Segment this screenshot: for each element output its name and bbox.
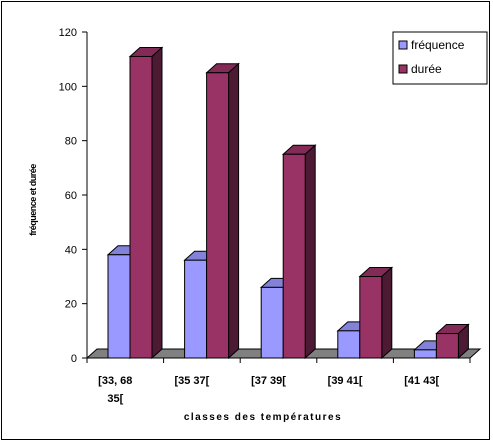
bar-duree-0 xyxy=(128,46,164,360)
y-tick-label: 0 xyxy=(71,353,77,365)
x-tick-label-1: [35 37[ xyxy=(174,375,209,387)
bar-duree-3 xyxy=(358,266,394,360)
legend-box xyxy=(392,31,488,85)
y-axis-label: fréquence et durée xyxy=(28,164,38,236)
bar-duree-1 xyxy=(205,62,240,360)
legend-label-duree: durée xyxy=(411,62,442,76)
legend-label-frequence: fréquence xyxy=(411,38,465,52)
bar-duree-4 xyxy=(435,323,470,360)
y-tick-label: 60 xyxy=(65,190,77,202)
legend-swatch-duree xyxy=(398,64,408,74)
bar-duree-2 xyxy=(281,144,317,360)
x-tick-label-3: [39 41[ xyxy=(328,375,363,387)
x-tick-label-0: [33, 68 xyxy=(98,375,132,387)
legend: fréquence durée xyxy=(392,31,488,85)
x-tick-label-0-line2: 35[ xyxy=(107,393,123,405)
x-tick-label-2: [37 39[ xyxy=(251,375,286,387)
y-tick-label: 20 xyxy=(65,299,77,311)
y-tick-label: 80 xyxy=(65,136,77,148)
y-tick-label: 40 xyxy=(65,244,77,256)
y-tick-label: 120 xyxy=(59,27,77,39)
legend-swatch-frequence xyxy=(398,40,408,50)
x-tick-label-4: [41 43[ xyxy=(404,375,439,387)
x-axis-label: classes des températures xyxy=(184,412,342,423)
y-tick-label: 100 xyxy=(59,81,77,93)
